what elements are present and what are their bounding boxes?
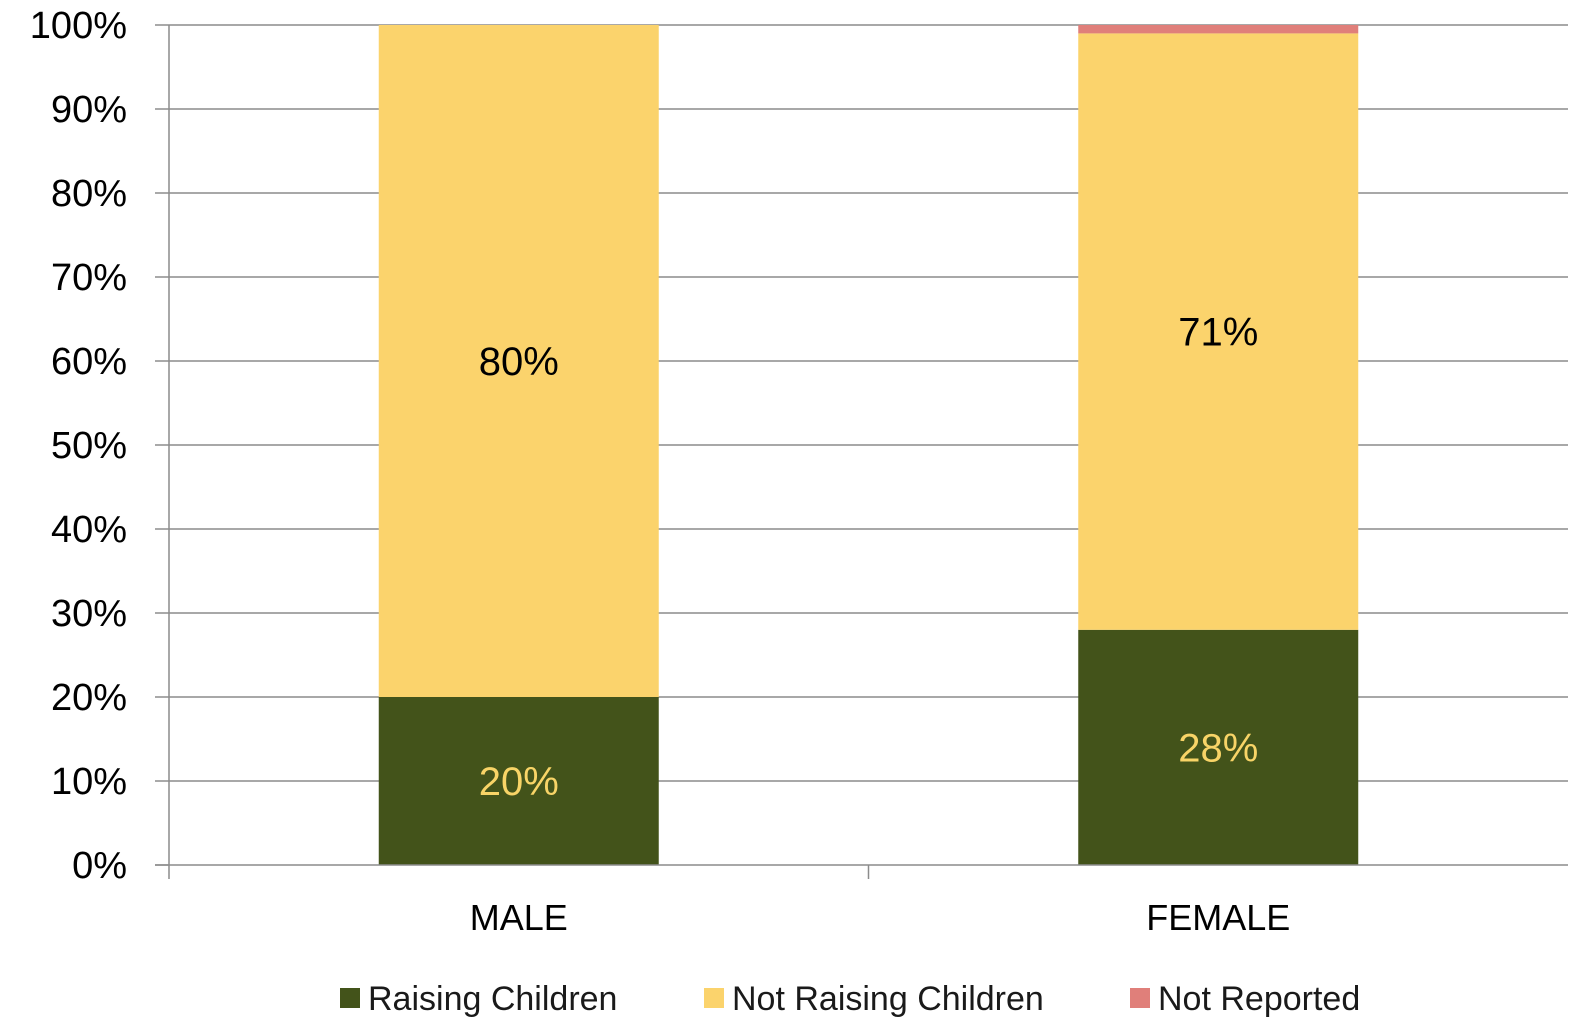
bar-female-not-reported <box>1078 25 1359 34</box>
legend-label-not-raising-children: Not Raising Children <box>732 980 1044 1018</box>
y-tick-label-60: 60% <box>51 341 127 383</box>
category-label-male: MALE <box>470 897 568 938</box>
bar-male-raising-children <box>378 697 659 865</box>
legend-swatch-not-reported <box>1130 988 1150 1008</box>
y-tick-label-50: 50% <box>51 425 127 467</box>
legend: Raising Children Not Raising Children Not … <box>340 980 1360 1018</box>
y-tick-label-0: 0% <box>72 845 127 887</box>
y-tick-label-40: 40% <box>51 509 127 551</box>
axes <box>155 24 1568 879</box>
y-tick-label-30: 30% <box>51 593 127 635</box>
legend-swatch-not-raising-children <box>704 988 724 1008</box>
y-tick-label-100: 100% <box>30 5 127 47</box>
category-label-female: FEMALE <box>1146 897 1290 938</box>
y-tick-label-80: 80% <box>51 173 127 215</box>
bar-female-raising-children <box>1078 629 1359 865</box>
data-label-female-not-raising-children: 71% <box>1178 311 1258 355</box>
x-axis-category-labels: MALE FEMALE <box>470 897 1291 938</box>
data-labels: 20% 80% 28% 71% <box>479 311 1259 804</box>
y-tick-label-10: 10% <box>51 761 127 803</box>
y-tick-label-20: 20% <box>51 677 127 719</box>
legend-swatch-raising-children <box>340 988 360 1008</box>
data-label-female-raising-children: 28% <box>1178 726 1258 770</box>
bars <box>378 25 1359 865</box>
bar-female-not-raising-children <box>1078 33 1359 630</box>
legend-label-not-reported: Not Reported <box>1158 980 1360 1018</box>
data-label-male-not-raising-children: 80% <box>479 340 559 384</box>
y-tick-label-70: 70% <box>51 257 127 299</box>
data-label-male-raising-children: 20% <box>479 760 559 804</box>
y-axis-tick-labels: 0% 10% 20% 30% 40% 50% 60% 70% 80% 90% 100% <box>30 5 127 887</box>
y-tick-label-90: 90% <box>51 89 127 131</box>
legend-label-raising-children: Raising Children <box>368 980 617 1018</box>
bar-male-not-raising-children <box>378 25 659 697</box>
